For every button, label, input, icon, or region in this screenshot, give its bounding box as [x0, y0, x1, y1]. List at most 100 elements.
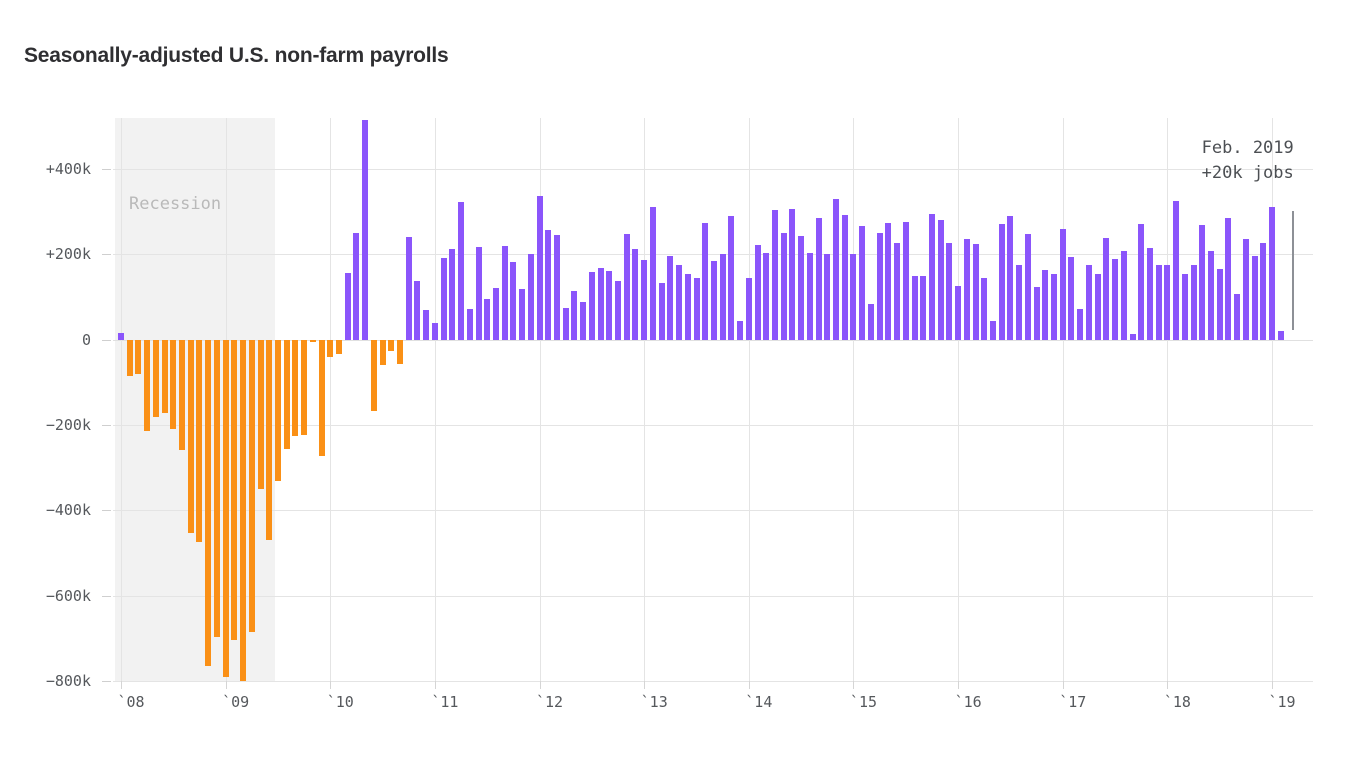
bar[interactable]: [519, 288, 526, 340]
bar[interactable]: [1103, 237, 1110, 340]
bar[interactable]: [362, 119, 369, 340]
bar[interactable]: [562, 307, 569, 340]
bar[interactable]: [719, 254, 726, 340]
bar[interactable]: [1068, 257, 1075, 340]
bar[interactable]: [920, 276, 927, 340]
bar[interactable]: [745, 278, 752, 340]
bar[interactable]: [379, 339, 386, 365]
bar[interactable]: [1077, 308, 1084, 340]
bar[interactable]: [440, 257, 447, 340]
bar[interactable]: [1234, 293, 1241, 340]
bar[interactable]: [231, 339, 238, 641]
bar[interactable]: [789, 209, 796, 340]
bar[interactable]: [458, 202, 465, 340]
bar[interactable]: [632, 248, 639, 340]
bar[interactable]: [536, 195, 543, 340]
bar[interactable]: [179, 339, 186, 451]
bar[interactable]: [1260, 242, 1267, 340]
bar[interactable]: [1085, 265, 1092, 340]
bar[interactable]: [152, 339, 159, 418]
bar[interactable]: [597, 268, 604, 340]
bar[interactable]: [405, 236, 412, 340]
bar[interactable]: [318, 339, 325, 456]
bar[interactable]: [431, 322, 438, 340]
bar[interactable]: [1042, 269, 1049, 340]
bar[interactable]: [240, 339, 247, 682]
bar[interactable]: [623, 234, 630, 340]
bar[interactable]: [580, 302, 587, 340]
bar[interactable]: [274, 339, 281, 481]
bar[interactable]: [1181, 273, 1188, 340]
bar[interactable]: [588, 272, 595, 340]
bar[interactable]: [1112, 258, 1119, 340]
bar[interactable]: [981, 278, 988, 340]
bar[interactable]: [1033, 286, 1040, 340]
bar[interactable]: [196, 339, 203, 542]
bar[interactable]: [780, 232, 787, 340]
bar[interactable]: [283, 339, 290, 449]
bar[interactable]: [641, 259, 648, 340]
bar[interactable]: [370, 339, 377, 411]
bar[interactable]: [676, 264, 683, 340]
bar[interactable]: [1199, 225, 1206, 340]
bar[interactable]: [510, 261, 517, 340]
bar[interactable]: [301, 339, 308, 436]
bar[interactable]: [859, 226, 866, 340]
bar[interactable]: [1173, 200, 1180, 340]
bar[interactable]: [213, 339, 220, 638]
bar[interactable]: [702, 223, 709, 340]
bar[interactable]: [554, 235, 560, 340]
bar[interactable]: [754, 245, 761, 340]
bar[interactable]: [693, 278, 700, 340]
bar[interactable]: [309, 339, 316, 343]
bar[interactable]: [824, 254, 831, 340]
bar[interactable]: [911, 275, 918, 340]
bar[interactable]: [1208, 251, 1214, 340]
bar[interactable]: [449, 249, 456, 340]
bar[interactable]: [1051, 273, 1058, 340]
bar[interactable]: [894, 242, 901, 340]
bar[interactable]: [1164, 264, 1171, 340]
bar[interactable]: [667, 256, 674, 340]
bar[interactable]: [1190, 265, 1197, 340]
bar[interactable]: [222, 339, 229, 678]
bar[interactable]: [1094, 273, 1101, 340]
bar[interactable]: [841, 215, 848, 340]
bar[interactable]: [649, 206, 656, 340]
bar[interactable]: [1120, 251, 1127, 340]
bar[interactable]: [423, 309, 430, 340]
bar[interactable]: [492, 287, 499, 340]
bar[interactable]: [248, 339, 255, 632]
bar[interactable]: [414, 281, 421, 340]
bar[interactable]: [937, 220, 944, 340]
bar[interactable]: [187, 339, 194, 533]
bar[interactable]: [1146, 247, 1153, 340]
bar[interactable]: [161, 339, 168, 414]
bar[interactable]: [327, 339, 334, 357]
bar[interactable]: [118, 333, 124, 340]
bar[interactable]: [1129, 333, 1136, 340]
bar[interactable]: [737, 320, 744, 340]
bar[interactable]: [484, 298, 491, 340]
bar[interactable]: [545, 230, 552, 340]
bar[interactable]: [266, 339, 273, 541]
bar[interactable]: [1016, 264, 1023, 340]
bar[interactable]: [972, 243, 979, 340]
bar[interactable]: [1277, 331, 1284, 340]
bar[interactable]: [1155, 265, 1162, 340]
bar[interactable]: [1251, 256, 1258, 340]
bar[interactable]: [1138, 224, 1145, 340]
bar[interactable]: [806, 253, 813, 340]
bar[interactable]: [928, 213, 935, 340]
bar[interactable]: [772, 210, 778, 340]
bar[interactable]: [1059, 229, 1066, 340]
bar[interactable]: [867, 303, 874, 340]
bar[interactable]: [658, 282, 665, 340]
bar[interactable]: [344, 273, 351, 340]
bar[interactable]: [885, 223, 892, 340]
bar[interactable]: [946, 242, 953, 340]
bar[interactable]: [135, 339, 142, 374]
bar[interactable]: [902, 221, 909, 340]
bar[interactable]: [353, 232, 360, 340]
bar[interactable]: [1024, 233, 1031, 340]
